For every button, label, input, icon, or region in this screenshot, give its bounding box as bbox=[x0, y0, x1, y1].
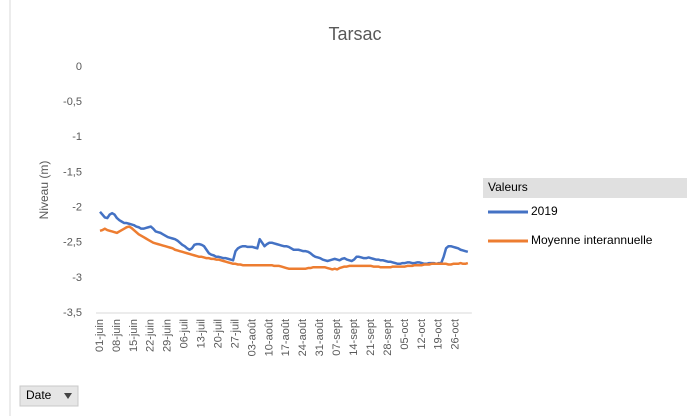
x-tick-label: 31-août bbox=[314, 319, 326, 356]
legend-title: Valeurs bbox=[488, 180, 528, 194]
y-tick-label: -0,5 bbox=[63, 96, 82, 108]
x-tick-label: 19-oct bbox=[433, 319, 445, 350]
x-tick-label: 21-sept bbox=[365, 319, 377, 356]
x-tick-label: 17-août bbox=[280, 319, 292, 356]
x-tick-label: 13-juil bbox=[196, 319, 208, 348]
y-tick-label: -2,5 bbox=[63, 237, 82, 249]
x-tick-label: 20-juil bbox=[212, 319, 224, 348]
y-tick-label: 0 bbox=[76, 61, 82, 73]
y-axis-label: Niveau (m) bbox=[37, 161, 51, 220]
y-tick-label: -1 bbox=[72, 131, 82, 143]
x-tick-label: 03-août bbox=[246, 319, 258, 356]
field-button[interactable]: Date bbox=[19, 385, 79, 407]
legend-label: 2019 bbox=[531, 204, 558, 218]
y-tick-label: -1,5 bbox=[63, 166, 82, 178]
series-line bbox=[99, 225, 469, 271]
y-tick-label: -3 bbox=[72, 272, 82, 284]
x-tick-label: 10-août bbox=[263, 319, 275, 356]
x-tick-label: 28-sept bbox=[382, 319, 394, 356]
x-tick-label: 14-sept bbox=[348, 319, 360, 356]
x-tick-label: 22-juin bbox=[145, 319, 157, 352]
x-tick-label: 24-août bbox=[297, 319, 309, 356]
x-tick-label: 07-sept bbox=[331, 319, 343, 356]
x-tick-label: 05-oct bbox=[399, 319, 411, 350]
series-line bbox=[99, 210, 469, 266]
x-tick-label: 01-juin bbox=[94, 319, 106, 352]
legend: Valeurs 2019 Moyenne interannuelle bbox=[483, 178, 687, 247]
x-tick-label: 27-juil bbox=[229, 319, 241, 348]
x-tick-label: 15-juin bbox=[128, 319, 140, 352]
y-tick-label: -2 bbox=[72, 201, 82, 213]
chart-title: Tarsac bbox=[328, 24, 381, 44]
x-tick-label: 29-juin bbox=[162, 319, 174, 352]
legend-label: Moyenne interannuelle bbox=[531, 233, 653, 247]
field-button-box[interactable] bbox=[19, 385, 79, 407]
legend-header bbox=[483, 178, 687, 198]
x-tick-label: 12-oct bbox=[416, 319, 428, 350]
x-tick-label: 08-juin bbox=[111, 319, 123, 352]
x-tick-label: 06-juil bbox=[179, 319, 191, 348]
field-button-label[interactable]: Date bbox=[26, 388, 52, 402]
x-tick-label: 26-oct bbox=[450, 319, 462, 350]
dropdown-arrow[interactable] bbox=[64, 393, 72, 399]
y-tick-label: -3,5 bbox=[63, 307, 82, 319]
